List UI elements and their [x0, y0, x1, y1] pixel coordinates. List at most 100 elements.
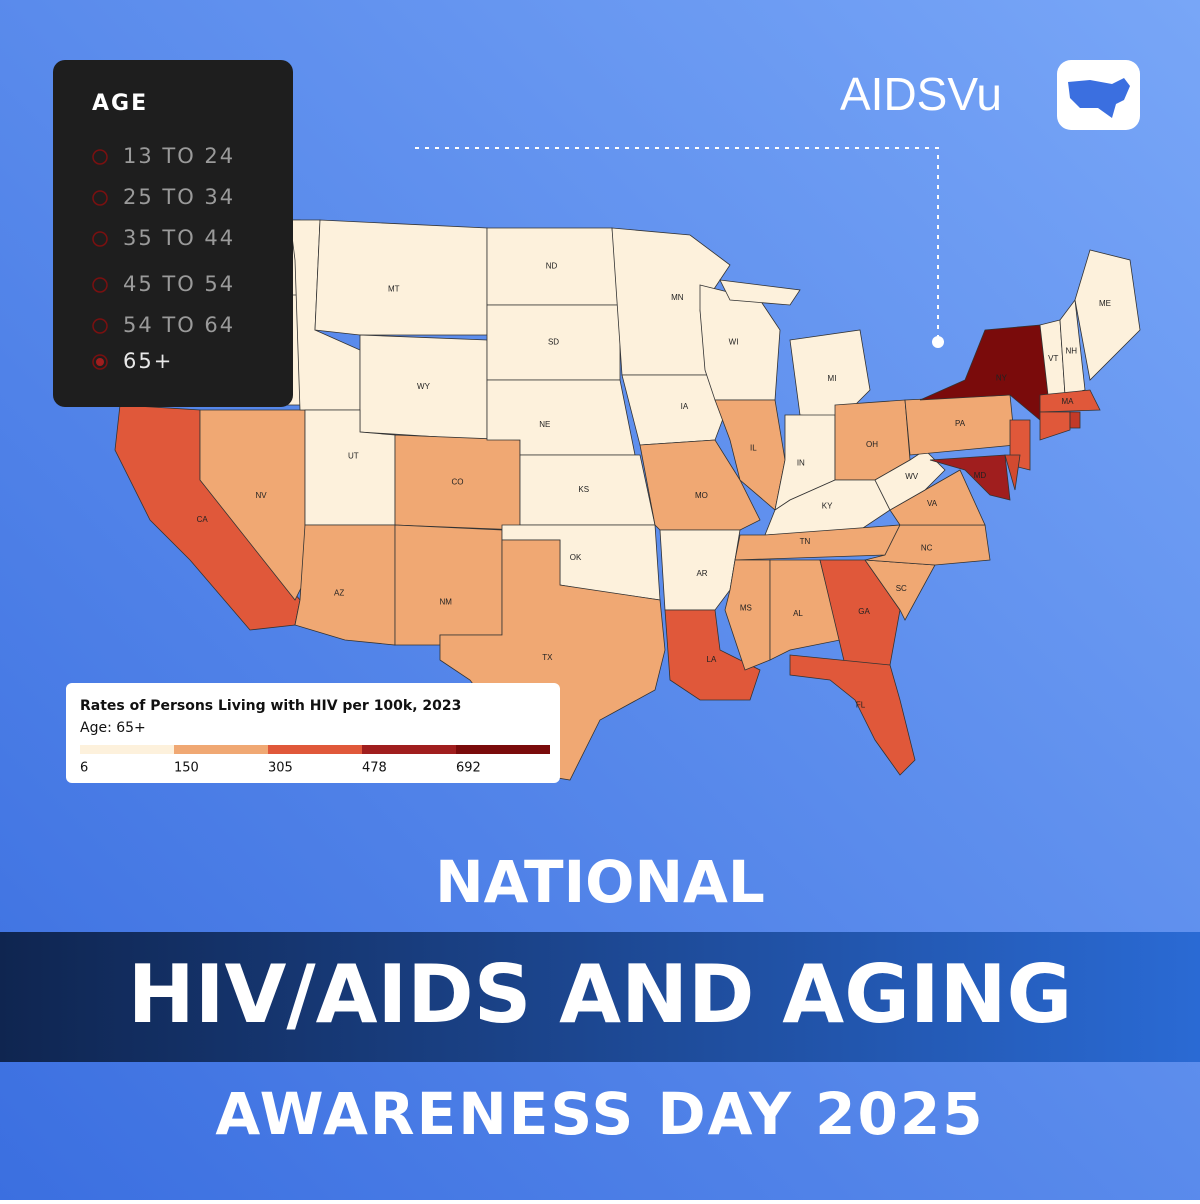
legend-swatch	[174, 745, 268, 754]
age-option[interactable]: 13 TO 24	[123, 144, 235, 168]
state-label: MA	[1062, 397, 1075, 406]
legend: Rates of Persons Living with HIV per 100…	[66, 683, 560, 783]
state-label: KY	[822, 502, 833, 511]
age-option[interactable]: 25 TO 34	[123, 185, 235, 209]
radio-button[interactable]	[92, 277, 108, 293]
state-label: ND	[546, 262, 558, 271]
state-label: WI	[729, 337, 739, 346]
age-option[interactable]: 54 TO 64	[123, 313, 235, 337]
state-label: IN	[797, 458, 805, 467]
dotted-connector	[415, 147, 939, 340]
age-option[interactable]: 35 TO 44	[123, 226, 235, 250]
legend-swatch	[362, 745, 456, 754]
logo-map	[1068, 78, 1130, 118]
state-label: AZ	[334, 588, 344, 597]
state	[1074, 249, 1141, 381]
panel-title: AGE	[92, 91, 148, 116]
state	[639, 439, 761, 531]
age-option[interactable]: 45 TO 54	[123, 272, 235, 296]
state	[294, 524, 396, 646]
radio-button[interactable]	[92, 231, 108, 247]
state	[1004, 454, 1021, 491]
state-label: IA	[681, 402, 689, 411]
legend-break: 150	[174, 761, 199, 776]
state	[819, 559, 901, 666]
radio-button[interactable]	[92, 149, 108, 165]
state-label: OK	[570, 553, 582, 562]
state-label: IL	[750, 443, 757, 452]
headline-3: AWARENESS DAY 2025	[215, 1080, 984, 1148]
state-label: TN	[800, 537, 811, 546]
age-option[interactable]: 65+	[123, 349, 173, 373]
legend-break: 692	[456, 761, 481, 776]
state	[874, 449, 946, 511]
state	[659, 529, 741, 611]
state	[1039, 389, 1101, 413]
state	[314, 219, 488, 336]
logo-text: AIDSVu	[840, 68, 1002, 120]
state-label: PA	[955, 419, 966, 428]
state-label: GA	[858, 607, 870, 616]
panel-bg	[53, 60, 293, 407]
state-label: CO	[452, 478, 464, 487]
state	[719, 279, 801, 306]
age-filter-panel: AGE 13 TO 24 25 TO 34 35 TO 44 45 TO 54 54 T…	[53, 60, 293, 407]
state-label: UT	[348, 451, 359, 460]
state-label: NM	[439, 598, 452, 607]
state-label: VA	[927, 499, 938, 508]
state-label: MT	[388, 285, 400, 294]
state	[1039, 411, 1071, 441]
legend-title: Rates of Persons Living with HIV per 100…	[80, 698, 461, 714]
state	[929, 454, 1011, 501]
state-label: NC	[921, 543, 933, 552]
state-label: AL	[793, 609, 803, 618]
state-label: AR	[696, 569, 707, 578]
state-label: NE	[539, 420, 550, 429]
state-label: MD	[974, 471, 987, 480]
state-label: WV	[905, 472, 919, 481]
state	[1059, 298, 1086, 396]
legend-break: 478	[362, 761, 387, 776]
state-label: SD	[548, 338, 559, 347]
state-label: MI	[828, 374, 837, 383]
state	[394, 524, 503, 646]
state-label: TX	[542, 653, 553, 662]
headline-band	[0, 932, 1200, 1062]
state	[789, 654, 916, 776]
headline-1: NATIONAL	[435, 848, 765, 916]
state	[769, 559, 841, 661]
legend-subtitle: Age: 65+	[80, 720, 146, 736]
state-label: VT	[1048, 354, 1058, 363]
state-label: KS	[578, 485, 589, 494]
state-label: WY	[417, 382, 431, 391]
legend-swatch	[456, 745, 550, 754]
state-label: NH	[1065, 346, 1077, 355]
state-label: CA	[197, 515, 209, 524]
state-label: SC	[896, 584, 907, 593]
legend-swatch	[268, 745, 362, 754]
legend-break: 6	[80, 761, 88, 776]
radio-button[interactable]	[92, 354, 108, 370]
state-label: MO	[695, 491, 708, 500]
state-label: LA	[707, 655, 717, 664]
legend-swatch	[80, 745, 174, 754]
radio-dot	[96, 358, 104, 366]
state	[664, 609, 761, 701]
legend-bg	[66, 683, 560, 783]
state-label: NY	[996, 374, 1008, 383]
state-label: MS	[740, 603, 752, 612]
state-label: ME	[1099, 299, 1111, 308]
map: CA NV MT WY UT CO AZ NM ND SD NE KS OK TX MN IA MO AR LA WI…	[114, 219, 1141, 781]
connector-dot	[932, 336, 944, 348]
headline-2: HIV/AIDS AND AGING	[128, 948, 1073, 1041]
state	[199, 409, 306, 601]
state	[439, 539, 666, 781]
state-label: NV	[255, 491, 267, 500]
radio-button[interactable]	[92, 318, 108, 334]
state	[1069, 411, 1081, 429]
radio-button[interactable]	[92, 190, 108, 206]
state-label: FL	[856, 701, 866, 710]
state-label: OH	[866, 440, 878, 449]
legend-break: 305	[268, 761, 293, 776]
